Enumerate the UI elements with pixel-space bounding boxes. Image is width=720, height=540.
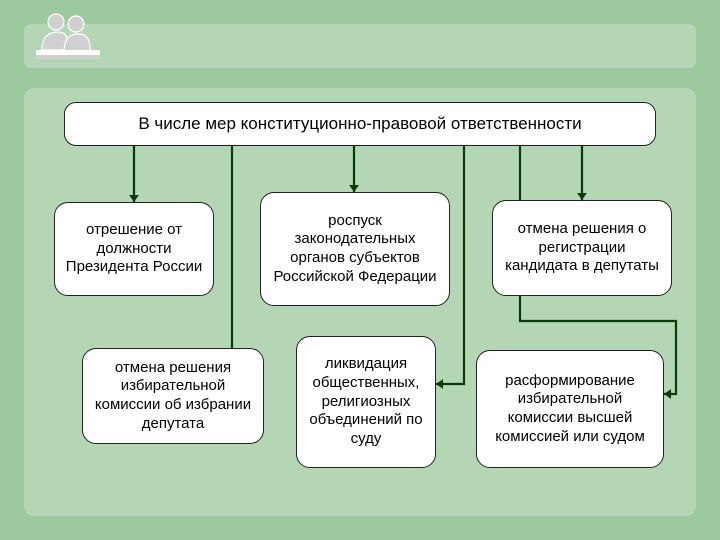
- decorative-icon: [34, 10, 104, 66]
- node-label: отрешение от должности Президента России: [65, 221, 203, 277]
- child-node: расформирование избирательной комиссии в…: [476, 350, 664, 468]
- root-node: В числе мер конституционно-правовой отве…: [64, 102, 656, 146]
- child-node: ликвидация общественных, религиозных объ…: [296, 336, 436, 468]
- node-label: отмена решения избирательной комиссии об…: [93, 359, 253, 434]
- node-label: отмена решения о регистрации кандидата в…: [503, 220, 661, 276]
- node-label: роспуск законодательных органов субъекто…: [271, 212, 439, 287]
- node-label: ликвидация общественных, религиозных объ…: [307, 355, 425, 449]
- child-node: отрешение от должности Президента России: [54, 202, 214, 296]
- node-label: В числе мер конституционно-правовой отве…: [138, 113, 581, 134]
- child-node: роспуск законодательных органов субъекто…: [260, 192, 450, 306]
- node-label: расформирование избирательной комиссии в…: [487, 372, 653, 447]
- child-node: отмена решения о регистрации кандидата в…: [492, 200, 672, 296]
- header-band: [24, 24, 696, 68]
- child-node: отмена решения избирательной комиссии об…: [82, 348, 264, 444]
